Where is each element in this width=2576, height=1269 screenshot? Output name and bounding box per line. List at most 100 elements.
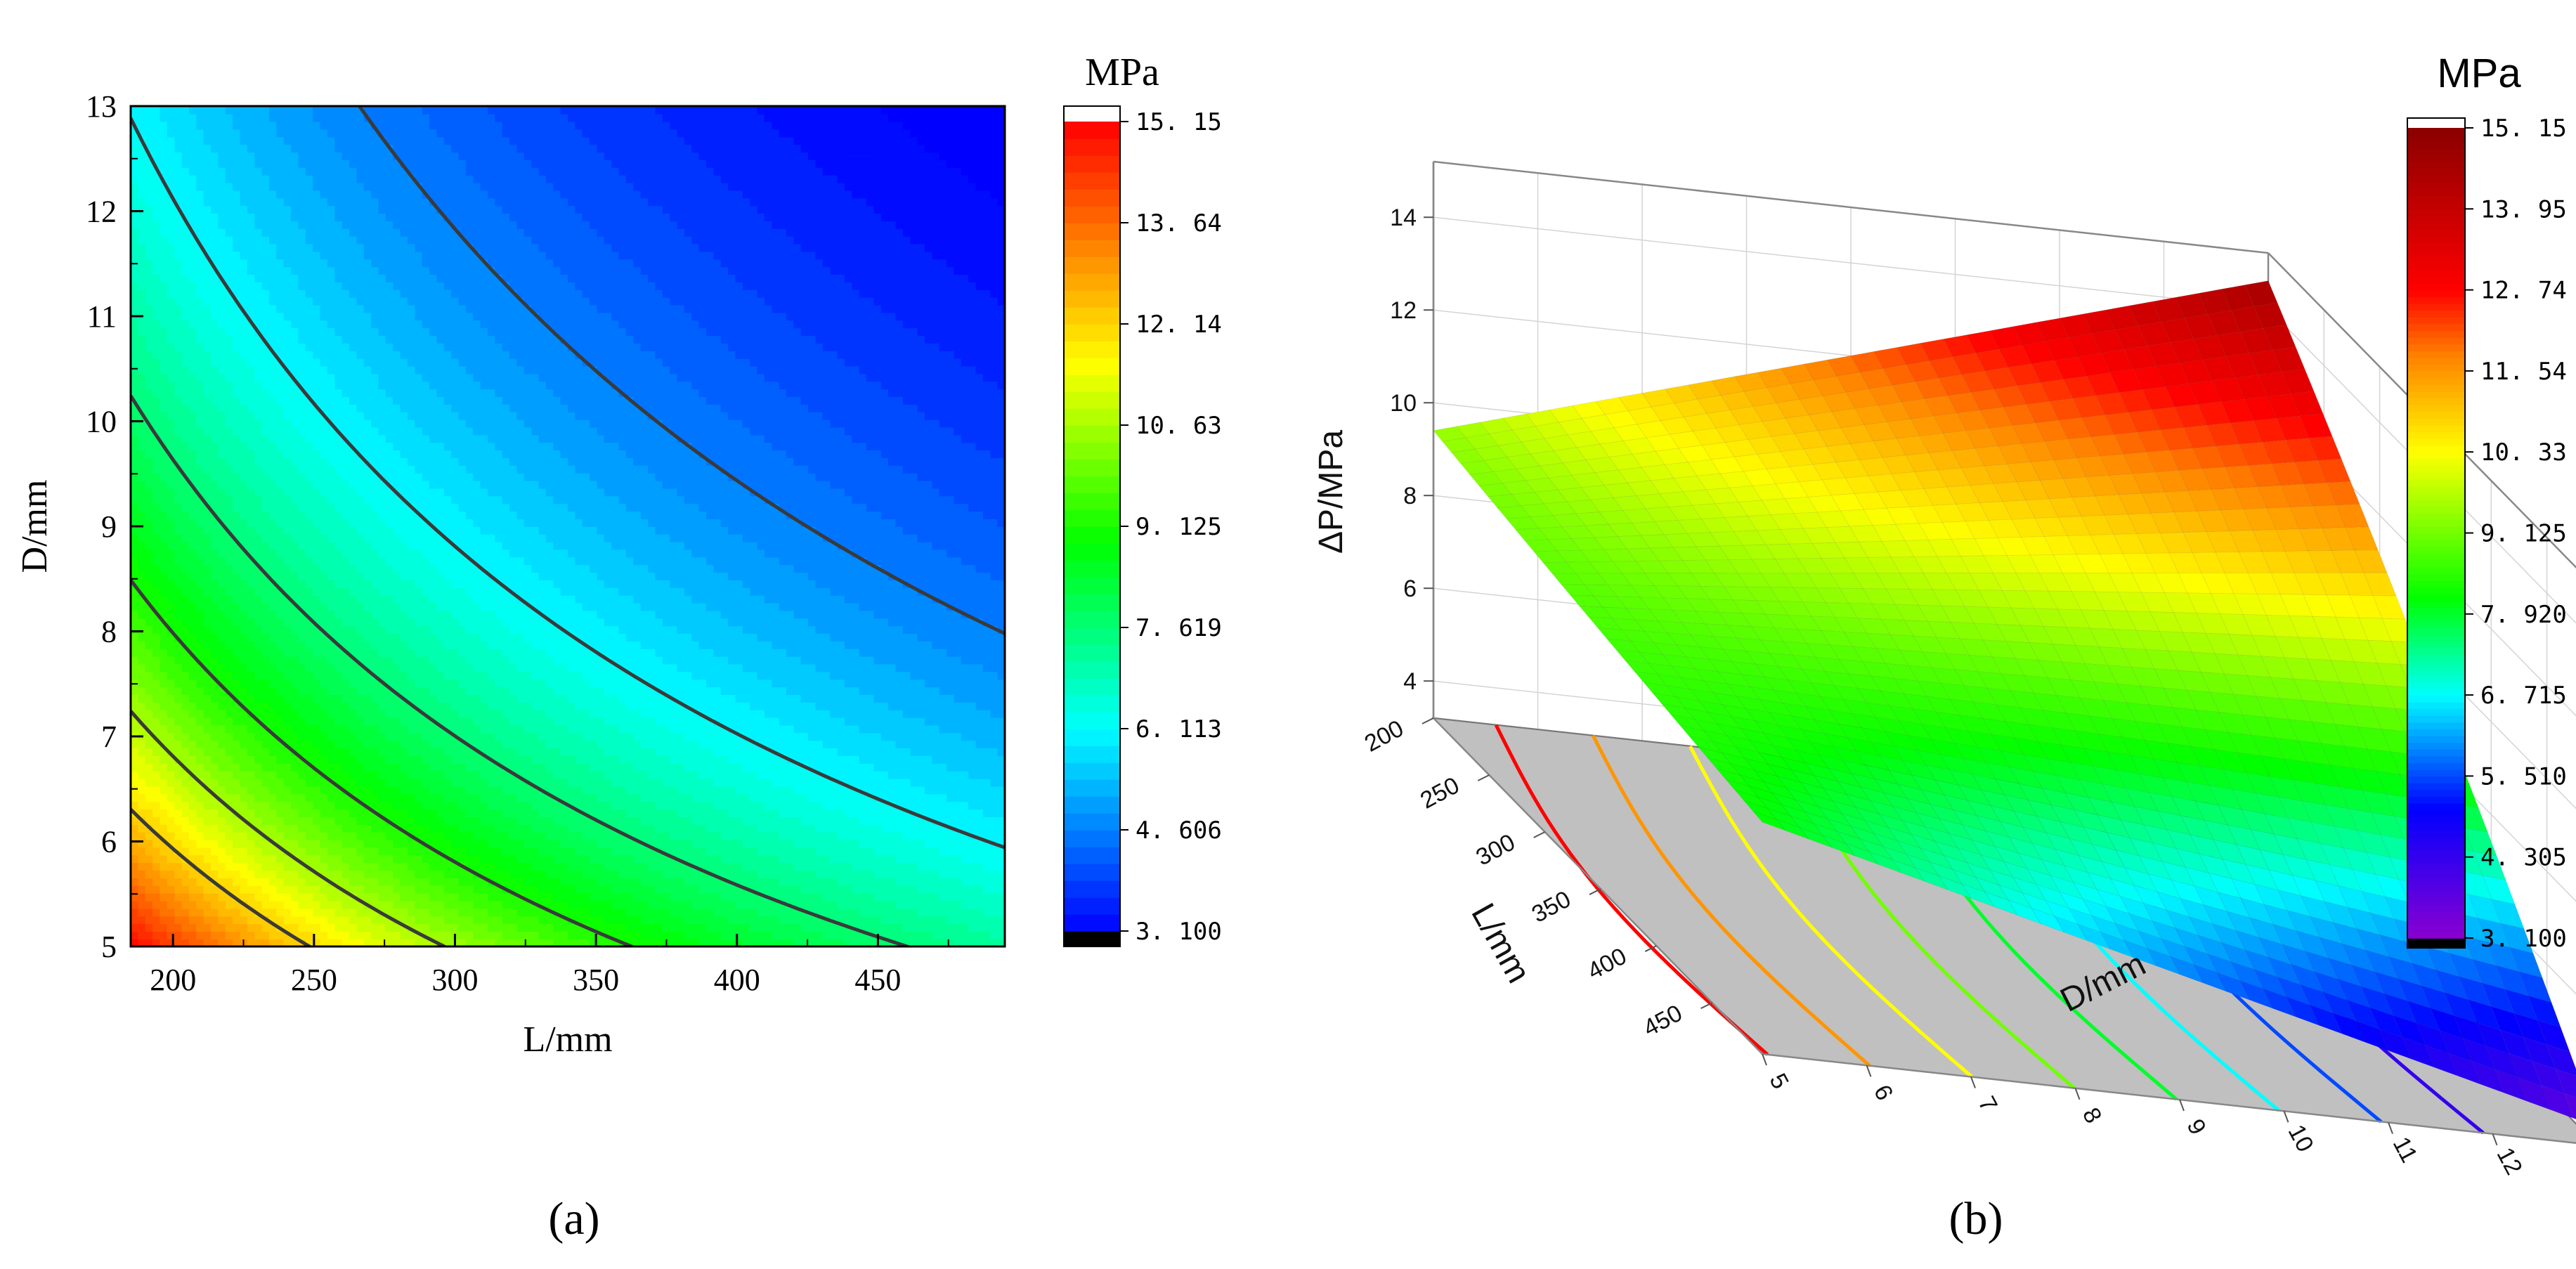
contour-cell	[363, 633, 372, 642]
contour-cell	[334, 786, 343, 795]
contour-cell	[371, 160, 379, 168]
contour-cell	[240, 235, 248, 245]
contour-cell	[393, 358, 401, 367]
contour-cell	[254, 259, 263, 268]
contour-cell	[188, 702, 197, 710]
contour-cell	[443, 671, 452, 680]
contour-cell	[283, 182, 292, 191]
contour-cell	[320, 587, 328, 596]
contour-cell	[393, 427, 401, 436]
contour-cell	[393, 633, 401, 642]
contour-cell	[422, 878, 430, 886]
contour-cell	[218, 839, 226, 848]
contour-cell	[305, 465, 313, 474]
contour-cell	[225, 160, 233, 168]
contour-cell	[291, 396, 299, 405]
contour-cell	[160, 931, 168, 939]
contour-cell	[320, 221, 328, 229]
contour-cell	[211, 106, 219, 115]
contour-cell	[341, 174, 350, 183]
contour-cell	[349, 824, 358, 833]
contour-cell	[145, 404, 153, 412]
contour-cell	[203, 160, 212, 168]
contour-cell	[378, 511, 386, 519]
contour-cell	[218, 312, 226, 321]
contour-cell	[131, 221, 139, 229]
contour-cell	[443, 419, 452, 428]
contour-cell	[341, 939, 350, 946]
contour-cell	[415, 610, 423, 619]
contour-cell	[181, 235, 190, 245]
contour-cell	[415, 801, 423, 810]
contour-cell	[247, 129, 256, 138]
contour-cell	[211, 702, 219, 710]
contour-cell	[298, 144, 306, 153]
contour-cell	[451, 213, 460, 221]
contour-cell	[334, 923, 343, 932]
contour-cell	[269, 495, 278, 505]
contour-cell	[167, 793, 175, 802]
contour-cell	[363, 549, 372, 558]
contour-cell	[254, 381, 263, 390]
contour-cell	[385, 167, 393, 176]
contour-cell	[269, 488, 278, 497]
contour-cell	[429, 221, 438, 229]
contour-cell	[393, 717, 401, 726]
contour-cell	[378, 365, 386, 375]
contour-cell	[138, 748, 146, 756]
contour-cell	[451, 786, 460, 795]
contour-cell	[291, 289, 299, 298]
contour-cell	[145, 587, 153, 596]
contour-cell	[160, 404, 168, 412]
contour-cell	[400, 870, 408, 878]
contour-cell	[393, 274, 401, 282]
contour-cell	[247, 113, 256, 122]
contour-cell	[167, 266, 175, 275]
contour-cell	[313, 442, 321, 451]
contour-cell	[247, 373, 256, 382]
contour-cell	[400, 144, 408, 153]
contour-cell	[436, 289, 445, 298]
contour-cell	[181, 190, 190, 199]
contour-cell	[305, 259, 313, 268]
contour-cell	[436, 763, 445, 772]
contour-cell	[451, 174, 460, 183]
contour-cell	[356, 297, 365, 306]
contour-cell	[451, 618, 460, 627]
contour-cell	[167, 465, 175, 474]
contour-cell	[400, 419, 408, 428]
contour-cell	[188, 809, 197, 817]
contour-cell	[218, 649, 226, 657]
contour-cell	[160, 649, 168, 657]
contour-cell	[160, 602, 168, 611]
contour-cell	[349, 533, 358, 542]
contour-cell	[225, 717, 233, 726]
contour-cell	[407, 404, 416, 412]
contour-cell	[188, 274, 197, 282]
contour-cell	[313, 129, 321, 138]
contour-cell	[349, 564, 358, 573]
contour-cell	[334, 350, 343, 359]
contour-cell	[181, 778, 190, 787]
contour-cell	[131, 335, 139, 344]
contour-cell	[313, 182, 321, 191]
contour-cell	[131, 656, 139, 665]
contour-cell	[305, 717, 313, 726]
contour-cell	[371, 633, 379, 642]
contour-cell	[261, 312, 270, 321]
contour-cell	[436, 335, 445, 344]
contour-cell	[356, 908, 365, 917]
contour-cell	[451, 465, 460, 474]
contour-cell	[276, 106, 285, 115]
contour-cell	[283, 320, 292, 329]
contour-cell	[356, 488, 365, 497]
contour-cell	[196, 327, 204, 336]
contour-cell	[203, 312, 212, 321]
contour-cell	[415, 809, 423, 817]
contour-cell	[138, 878, 146, 886]
contour-cell	[261, 251, 270, 260]
contour-cell	[261, 671, 270, 680]
contour-cell	[152, 442, 161, 451]
contour-cell	[181, 847, 190, 856]
contour-cell	[131, 182, 139, 191]
